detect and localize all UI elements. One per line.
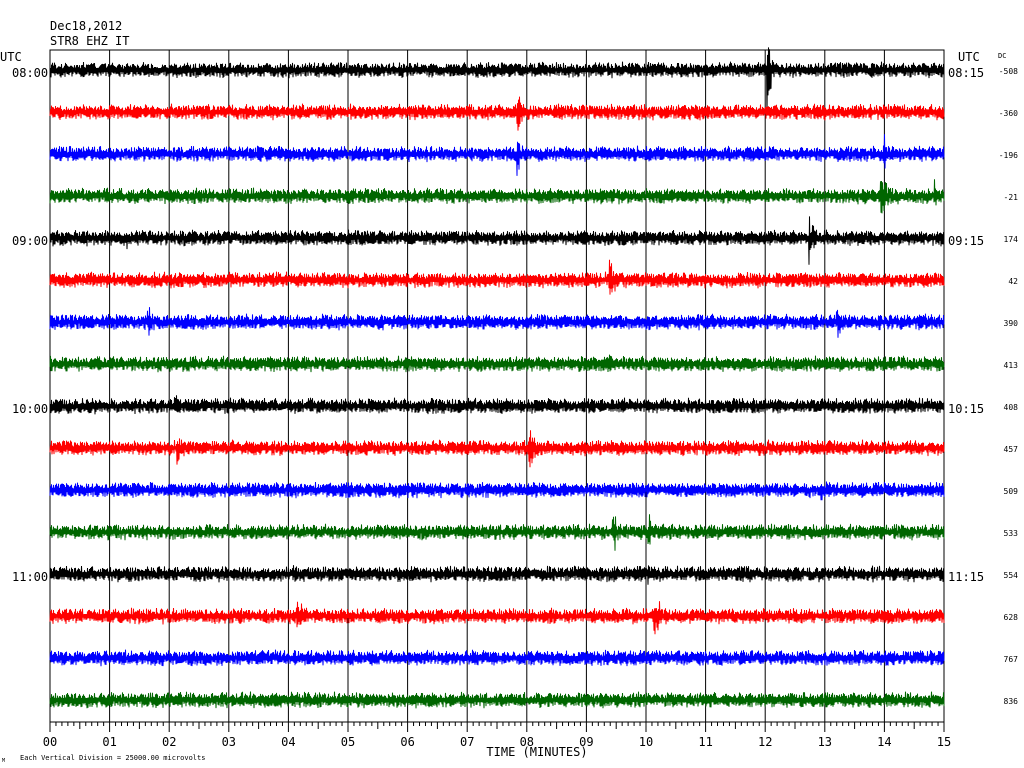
dc-value-label: 413 [1004,361,1019,370]
dc-value-label: 42 [1008,277,1018,286]
trace-row-4 [49,216,945,265]
x-tick-label: 07 [460,735,474,749]
dc-value-label: -21 [1004,193,1019,202]
right-time-label: 11:15 [948,570,984,584]
station-date-label: Dec18,2012 [50,19,123,33]
trace-row-5 [49,259,945,295]
trace-row-12 [49,565,945,585]
dc-value-label: 628 [1004,613,1019,622]
trace-row-0 [49,47,945,116]
axis-labels: 00 01 02 03 04 05 06 07 08 09 10 11 12 13 14 15 TIME (MI… [12,66,1018,759]
trace-row-6 [49,307,945,338]
dc-value-label: -360 [999,109,1018,118]
left-time-label: 11:00 [12,570,48,584]
right-time-label: 09:15 [948,234,984,248]
trace-row-15 [49,691,945,709]
left-time-label: 08:00 [12,66,48,80]
dc-value-label: 767 [1004,655,1019,664]
x-tick-label: 10 [639,735,653,749]
dc-value-label: 390 [1004,319,1019,328]
x-tick-label: 00 [43,735,57,749]
dc-value-label: 457 [1004,445,1019,454]
utc-left-label: UTC [0,50,22,64]
trace-row-13 [49,601,945,635]
x-axis-label: TIME (MINUTES) [486,745,587,759]
right-time-label: 08:15 [948,66,984,80]
x-tick-label: 14 [877,735,891,749]
x-tick-label: 06 [400,735,414,749]
trace-row-8 [49,395,945,415]
trace-row-1 [49,96,945,131]
dc-header-label: DC [998,52,1007,60]
dc-value-label: -196 [999,151,1018,160]
left-time-label: 09:00 [12,234,48,248]
x-tick-label: 15 [937,735,951,749]
x-tick-label: 05 [341,735,355,749]
trace-row-11 [49,514,945,551]
trace-row-14 [49,649,945,667]
x-tick-label: 02 [162,735,176,749]
dc-value-label: 174 [1004,235,1019,244]
dc-value-label: 836 [1004,697,1019,706]
traces [49,47,945,709]
x-tick-label: 09 [579,735,593,749]
corner-mark: M [2,758,6,764]
station-channel-label: STR8 EHZ IT [50,34,130,48]
utc-right-label: UTC [958,50,980,64]
trace-row-3 [49,179,945,214]
right-time-label: 10:15 [948,402,984,416]
x-tick-label: 01 [102,735,116,749]
dc-value-label: 408 [1004,403,1019,412]
dc-value-label: 509 [1004,487,1019,496]
left-time-label: 10:00 [12,402,48,416]
trace-row-2 [49,134,945,176]
trace-row-9 [49,430,945,468]
dc-value-label: 533 [1004,529,1019,538]
trace-row-10 [49,481,945,501]
x-tick-label: 08 [520,735,534,749]
x-tick-label: 03 [222,735,236,749]
dc-value-label: 554 [1004,571,1019,580]
scale-note: Each Vertical Division = 25000.00 microv… [20,754,206,762]
x-tick-label: 13 [818,735,832,749]
dc-value-label: -508 [999,67,1018,76]
x-tick-label: 12 [758,735,772,749]
x-tick-label: 11 [698,735,712,749]
trace-row-7 [49,354,945,373]
x-tick-label: 04 [281,735,295,749]
